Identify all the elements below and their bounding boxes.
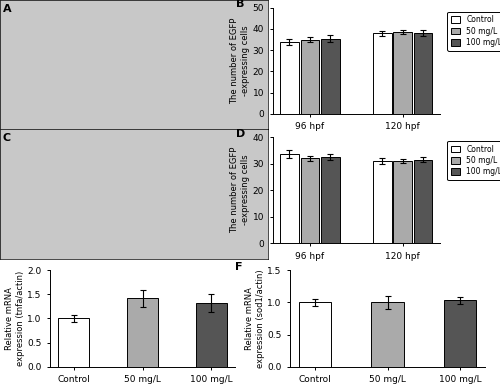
Bar	[414, 159, 432, 243]
Bar	[300, 158, 319, 243]
Bar	[300, 39, 319, 114]
Bar	[58, 318, 90, 367]
Bar	[371, 302, 404, 367]
Y-axis label: The number of EGFP
-expressing cells: The number of EGFP -expressing cells	[230, 147, 250, 233]
Bar	[321, 157, 340, 243]
Bar	[394, 32, 412, 114]
Text: B: B	[236, 0, 244, 9]
Bar	[373, 33, 392, 114]
Bar	[299, 302, 332, 367]
Text: C: C	[2, 133, 11, 143]
Bar	[280, 42, 298, 114]
Y-axis label: The number of EGFP
-expressing cells: The number of EGFP -expressing cells	[230, 18, 250, 104]
Bar	[444, 300, 476, 367]
Bar	[414, 33, 432, 114]
Legend: Control, 50 mg/L, 100 mg/L: Control, 50 mg/L, 100 mg/L	[447, 12, 500, 51]
Bar	[373, 161, 392, 243]
Bar	[394, 161, 412, 243]
Y-axis label: Relative mRNA
expression (sod1/actin): Relative mRNA expression (sod1/actin)	[245, 269, 264, 368]
Text: D: D	[236, 129, 245, 139]
Text: F: F	[236, 262, 243, 273]
Legend: Control, 50 mg/L, 100 mg/L: Control, 50 mg/L, 100 mg/L	[447, 141, 500, 180]
Y-axis label: Relative mRNA
expression (tnfa/actin): Relative mRNA expression (tnfa/actin)	[5, 271, 24, 366]
Bar	[280, 154, 298, 243]
Bar	[321, 39, 340, 114]
Text: A: A	[2, 4, 12, 14]
Bar	[196, 303, 226, 367]
Bar	[127, 298, 158, 367]
